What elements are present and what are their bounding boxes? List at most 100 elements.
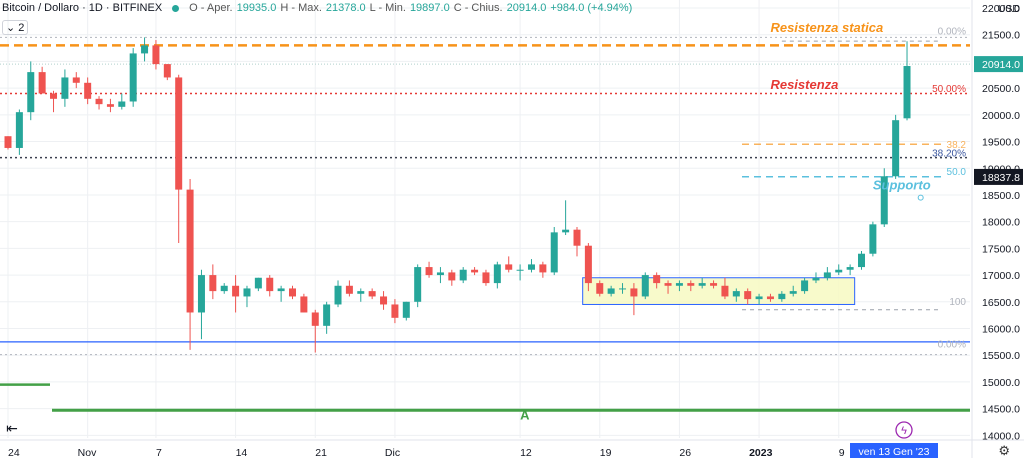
high-value: 21378.0	[325, 2, 366, 14]
lightning-circle	[895, 421, 913, 439]
candle	[50, 90, 58, 113]
candle-body	[175, 77, 183, 190]
candle	[334, 280, 342, 308]
candle-body	[721, 285, 729, 297]
candle-body	[493, 264, 501, 284]
candle	[254, 277, 262, 292]
candle	[357, 288, 365, 302]
candle-body	[152, 45, 160, 65]
y-tick-label: 14500.0	[982, 404, 1020, 416]
y-tick-label: 18500.0	[982, 190, 1020, 202]
candle-body	[243, 288, 251, 297]
current-price-tag: 20914.0	[974, 56, 1023, 73]
crosshair-price-tag-text: 18837.8	[982, 172, 1020, 184]
candle-body	[186, 189, 194, 313]
candle	[72, 72, 80, 89]
candle-body	[402, 301, 410, 318]
candle	[186, 178, 194, 350]
candle-body	[869, 224, 877, 254]
candle	[95, 96, 103, 110]
candle-body	[573, 229, 581, 246]
close-label: C - Chius.	[453, 2, 503, 14]
candle-body	[368, 291, 376, 297]
candle	[812, 272, 820, 284]
x-tick-label: 9	[839, 447, 845, 458]
candle	[653, 272, 661, 289]
candle-body	[550, 232, 558, 273]
candle-body	[630, 288, 638, 297]
settings-gear-icon[interactable]: ⚙	[998, 443, 1010, 458]
candle	[493, 261, 501, 289]
fib-label: 0.00%	[938, 340, 966, 351]
candle-body	[300, 296, 308, 313]
currency-label: USD	[998, 3, 1021, 15]
candle	[846, 264, 854, 276]
candle	[835, 264, 843, 276]
candle-body	[607, 288, 615, 294]
current-price-tag-text: 20914.0	[982, 59, 1020, 71]
candle	[584, 243, 592, 292]
annotation-label: Resistenza statica	[770, 20, 883, 35]
crosshair-price-tag: 18837.8	[974, 168, 1023, 185]
y-tick-label: 16000.0	[982, 324, 1020, 336]
candle-body	[539, 264, 547, 273]
candle	[505, 256, 513, 273]
candle-body	[653, 275, 661, 284]
y-tick-label: 18000.0	[982, 217, 1020, 229]
annotation-label: A	[520, 407, 530, 422]
candle-body	[789, 291, 797, 294]
candle-body	[197, 275, 205, 313]
candle-body	[436, 272, 444, 276]
fib-label: 50.00%	[932, 84, 966, 95]
y-tick-label: 22000.0	[982, 3, 1020, 15]
candle-body	[687, 283, 695, 286]
candle-body	[27, 72, 35, 113]
candle	[289, 285, 296, 300]
candle	[197, 269, 205, 340]
candle-body	[4, 136, 12, 148]
candle	[516, 264, 524, 281]
candle	[755, 293, 763, 305]
indicator-count: 2	[18, 22, 25, 34]
candle	[27, 61, 35, 121]
crosshair-date-tag: ven 13 Gen '23	[850, 443, 938, 458]
candle-body	[619, 288, 627, 290]
candle	[710, 280, 718, 289]
candle-body	[812, 277, 820, 281]
candle-body	[163, 64, 171, 78]
candle-body	[858, 253, 865, 268]
candle	[345, 280, 353, 297]
candle	[368, 288, 376, 300]
indicator-toggle[interactable]: ⌄ 2	[2, 20, 29, 35]
candle-body	[459, 269, 467, 281]
candle	[380, 291, 388, 310]
change-value: +984.0 (+4.94%)	[550, 2, 633, 14]
consolidation-box	[582, 277, 856, 305]
candle	[402, 301, 410, 321]
candle-body	[562, 229, 570, 233]
y-tick-label: 16500.0	[982, 297, 1020, 309]
candle-body	[106, 104, 114, 107]
candle-body	[289, 288, 296, 297]
candle	[880, 168, 888, 228]
fib-38-partial-label: 38.2	[947, 140, 967, 151]
y-tick-label: 20500.0	[982, 83, 1020, 95]
y-tick-label: 20000.0	[982, 110, 1020, 122]
candle	[4, 136, 12, 150]
y-tick-label: 17500.0	[982, 243, 1020, 255]
symbol-title[interactable]: Bitcoin / Dollaro · 1D · BITFINEX	[2, 2, 163, 14]
y-tick-label: 14000.0	[982, 430, 1020, 442]
candle	[858, 251, 865, 270]
candle-body	[209, 275, 217, 292]
candle-body	[254, 277, 262, 289]
candle-body	[311, 312, 319, 326]
scroll-glyph: ⇤	[6, 420, 18, 436]
high-label: H - Max.	[280, 2, 322, 14]
candle	[550, 227, 558, 276]
candle-body	[471, 269, 479, 273]
candle	[459, 267, 467, 284]
candle-body	[84, 82, 92, 99]
candle	[607, 285, 615, 297]
candle	[892, 114, 900, 179]
